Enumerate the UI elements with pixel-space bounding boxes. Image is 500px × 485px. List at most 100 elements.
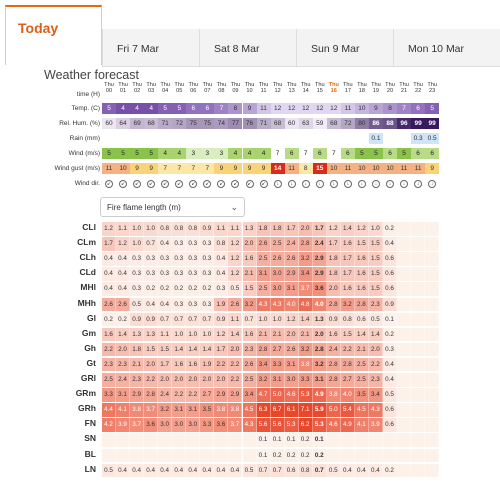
fire-cell: 3.0 [158, 418, 173, 432]
rain-cell [284, 133, 299, 144]
fire-cell: 0.7 [158, 312, 173, 327]
hour-day: Thu [258, 82, 269, 88]
fire-cell: 2.9 [214, 388, 229, 402]
hour-day: Thu [413, 82, 423, 88]
hour-day: Thu [399, 82, 409, 88]
fire-cell [172, 448, 187, 462]
rain-cell [200, 133, 215, 144]
fire-cell: 0.4 [340, 463, 355, 478]
humidity-cell: 99 [411, 118, 426, 129]
wind-direction-cell: ↙ [214, 178, 228, 189]
hour-day: Thu [371, 82, 381, 88]
tab-label: Fri 7 Mar [117, 43, 159, 55]
rain-cell [144, 133, 159, 144]
fire-cell: 2.0 [298, 222, 313, 236]
fire-cell: 1.8 [130, 342, 145, 357]
fire-cell: 2.3 [242, 342, 257, 357]
fire-cell: 0.3 [214, 282, 229, 296]
fire-cell: 3.3 [102, 388, 116, 402]
fire-cell: 6.7 [270, 403, 285, 417]
gust-cell: 11 [102, 163, 116, 174]
fire-cell: 4.3 [242, 418, 257, 432]
fire-cell [397, 222, 412, 236]
temp-cell: 12 [326, 103, 341, 114]
fire-cell: 2.0 [368, 342, 383, 357]
fire-cell [116, 433, 131, 447]
fire-cell: 0.7 [256, 463, 271, 478]
fire-cell: 3.5 [354, 388, 369, 402]
temp-cell: 9 [368, 103, 383, 114]
rain-cell [270, 133, 285, 144]
fire-cell: 1.8 [270, 222, 285, 236]
temp-cell: 10 [354, 103, 369, 114]
rain-cell [214, 133, 229, 144]
fire-cell: 2.0 [214, 373, 229, 387]
row-label-time: time (H) [76, 91, 100, 98]
fire-cell: 4.4 [102, 403, 116, 417]
fire-cell: 5.3 [298, 388, 313, 402]
fire-cell [397, 463, 412, 478]
fire-cell: 0.3 [200, 297, 215, 311]
fire-cell: 5.3 [284, 418, 299, 432]
fire-cell: 0.8 [340, 312, 355, 327]
gust-cell: 9 [425, 163, 440, 174]
humidity-cell: 60 [102, 118, 116, 129]
fire-cell [397, 418, 412, 432]
fire-cell: 2.8 [312, 342, 327, 357]
fire-cell: 1.1 [228, 312, 243, 327]
fire-row-label: GRh [78, 403, 96, 414]
fire-cell: 0.7 [172, 312, 187, 327]
tab-today[interactable]: Today [5, 5, 102, 65]
rain-cell [397, 133, 412, 144]
gust-cell: 9 [214, 163, 229, 174]
fire-cell: 0.4 [200, 463, 215, 478]
fire-cell: 1.2 [228, 267, 243, 281]
hour-header: Thu 06 [186, 82, 200, 100]
fire-row-label: GRm [75, 388, 96, 399]
fire-cell: 2.9 [130, 388, 145, 402]
hour-header: Thu 05 [172, 82, 186, 100]
variable-select[interactable]: Fire flame length (m) ⌄ [100, 197, 245, 217]
fire-cell: 2.8 [354, 297, 369, 311]
tab-sun-9-mar[interactable]: Sun 9 Mar [296, 29, 393, 67]
fire-cell [242, 433, 257, 447]
wind-cell: 4 [172, 148, 187, 159]
fire-cell [340, 433, 355, 447]
fire-row-label: Gt [86, 357, 96, 368]
wind-arrow-icon: ↓ [315, 180, 324, 188]
fire-cell: 0.6 [383, 418, 397, 432]
fire-cell [425, 463, 440, 478]
fire-cell: 1.4 [298, 312, 313, 327]
fire-cell: 1.1 [116, 222, 131, 236]
hour-value: 02 [133, 88, 141, 94]
fire-cell: 3.0 [284, 373, 299, 387]
row-label-gust: Wind gust (m/s) [54, 165, 100, 172]
wind-direction-cell: ↙ [186, 178, 200, 189]
fire-cell: 2.5 [102, 373, 116, 387]
tab-sat-8-mar[interactable]: Sat 8 Mar [199, 29, 296, 67]
wind-arrow-icon: ↓ [400, 180, 409, 188]
tab-fri-7-mar[interactable]: Fri 7 Mar [102, 29, 199, 67]
fire-cell [411, 357, 426, 372]
hour-value: 17 [344, 88, 351, 94]
rain-cell [102, 133, 116, 144]
wind-arrow-icon: ↙ [105, 180, 113, 188]
hour-day: Thu [202, 82, 213, 88]
fire-cell: 0.5 [368, 312, 383, 327]
wind-direction-cell: ↙ [144, 178, 158, 189]
fire-cell: 4.1 [354, 418, 369, 432]
fire-cell [200, 433, 215, 447]
fire-cell: 2.2 [144, 373, 159, 387]
fire-cell: 1.4 [186, 342, 201, 357]
fire-cell: 1.2 [354, 222, 369, 236]
fire-cell: 1.1 [158, 327, 173, 342]
fire-cell: 1.5 [368, 252, 383, 266]
wind-arrow-icon: ↓ [386, 180, 394, 188]
fire-cell: 4.5 [354, 403, 369, 417]
wind-direction-cell: ↓ [313, 178, 327, 189]
temp-cell: 5 [102, 103, 116, 114]
fire-cell: 1.5 [368, 267, 383, 281]
fire-cell: 0.1 [270, 433, 285, 447]
fire-cell: 1.6 [340, 237, 355, 251]
tab-mon-10-mar[interactable]: Mon 10 Mar [393, 29, 500, 67]
